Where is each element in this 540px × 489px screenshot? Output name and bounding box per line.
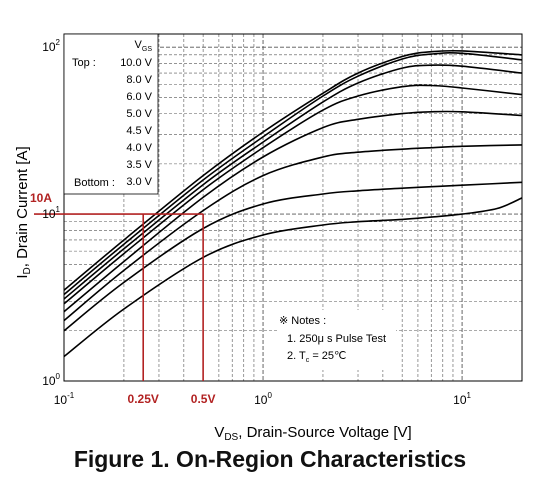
notes-box: ※ Notes : 1. 250μ s Pulse Test 2. Tc = 25℃ [278,310,396,370]
plot-frame [63,33,523,382]
notes-line-2: 2. Tc = 25℃ [287,350,346,364]
figure-caption: Figure 1. On-Region Characteristics [73,446,467,472]
curve-vgs-80 [63,52,523,296]
legend-entry: 8.0 V [126,74,152,86]
curve-vgs-60 [63,64,523,300]
x-tick-label: 100 [254,391,272,407]
curve-vgs-35 [63,181,523,332]
annotation-label-vds: 0.25V [128,392,159,406]
legend-box [63,33,159,195]
curve-vgs-45 [63,110,523,313]
legend-top-label: Top : [72,57,96,69]
annotation-label-vds: 0.5V [191,392,216,406]
curve-vgs-30 [63,197,523,358]
annotation-label-10a: 10A [30,191,52,205]
y-axis-label: ID, Drain Current [A] [14,146,33,278]
x-tick-label: 10-1 [54,391,75,407]
legend-entry: 10.0 V [120,57,152,69]
legend-bottom-label: Bottom : [74,177,115,189]
y-tick-label: 102 [42,38,60,54]
legend-entry: 5.0 V [126,108,152,120]
curves [63,49,523,358]
tick-labels: 10-1 100 101 100 101 102 [42,38,471,407]
legend: VGS Top : Bottom : 10.0 V 8.0 V 6.0 V 5.0 V 4.5… [63,33,159,195]
axis-labels: VDS, Drain-Source Voltage [V] ID, Drain C… [14,146,412,443]
legend-entry: 3.5 V [126,159,152,171]
notes-title: ※ Notes : [279,315,326,327]
legend-entry: 6.0 V [126,91,152,103]
curve-vgs-100 [63,49,523,291]
curve-vgs-40 [63,144,523,322]
annotations: 10A 0.25V 0.5V [30,191,215,406]
y-tick-label: 101 [42,205,60,221]
legend-entry: 3.0 V [126,176,152,188]
x-tick-label: 101 [453,391,471,407]
legend-entry: 4.5 V [126,125,152,137]
notes-line-1: 1. 250μ s Pulse Test [287,333,386,345]
y-tick-label: 100 [42,372,60,388]
curve-vgs-50 [63,84,523,305]
legend-header: VGS [135,39,153,53]
notes-background [278,310,396,370]
legend-entry: 4.0 V [126,142,152,154]
x-axis-label: VDS, Drain-Source Voltage [V] [214,424,411,443]
